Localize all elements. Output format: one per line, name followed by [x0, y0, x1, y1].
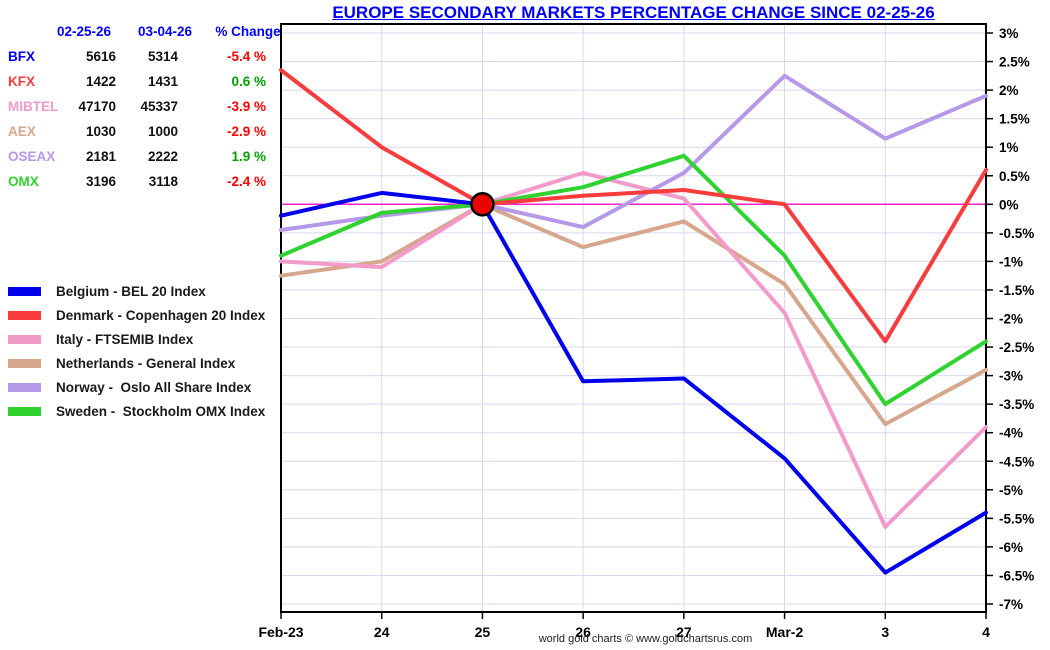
legend-label: Denmark - Copenhagen 20 Index — [56, 307, 266, 323]
quote-table: 02-25-26 03-04-26 % Change BFX 5616 5314… — [8, 24, 281, 199]
value-start: 5616 — [85, 49, 116, 64]
value-start: 1422 — [85, 74, 116, 89]
legend-swatch-sweden — [8, 406, 41, 416]
pct-change-value: 1.9 % — [231, 149, 266, 164]
pct-change-value: -3.9 % — [226, 99, 266, 114]
ticker-label: MIBTEL — [8, 99, 59, 114]
series-line-mibtel — [279, 170, 988, 529]
series-line-aex — [279, 202, 988, 427]
x-tick-label: Mar-2 — [766, 624, 804, 640]
legend-item: Norway - Oslo All Share Index — [8, 375, 265, 399]
y-tick-label: -1% — [999, 254, 1023, 269]
y-tick-label: 0.5% — [999, 169, 1030, 184]
x-tick-label: 3 — [881, 624, 889, 640]
y-tick-label: 2% — [999, 83, 1019, 98]
y-tick-label: -1.5% — [999, 283, 1034, 298]
y-tick-label: -2% — [999, 312, 1023, 327]
ticker-label: OMX — [8, 174, 39, 189]
line-chart: 3% 2.5% 2% 1.5% 1% 0.5% 0% -0.5% -1% -1.5% -2% -2.5… — [258, 23, 1034, 640]
pct-change-value: 0.6 % — [231, 74, 266, 89]
pct-change-value: -2.4 % — [226, 174, 266, 189]
table-row: BFX 5616 5314 -5.4 % — [8, 49, 280, 74]
x-tick-label: Feb-23 — [258, 624, 303, 640]
x-tick-label: 24 — [374, 624, 390, 640]
x-tick-label: 27 — [676, 624, 692, 640]
pct-change-value: -5.4 % — [226, 49, 266, 64]
x-tick-label: 4 — [982, 624, 990, 640]
ticker-label: KFX — [8, 74, 35, 89]
x-tick-label: 26 — [575, 624, 591, 640]
y-tick-label: -6% — [999, 540, 1023, 555]
y-tick-label: 1% — [999, 140, 1019, 155]
legend-swatch-belgium — [8, 286, 41, 296]
y-tick-label: -7% — [999, 597, 1023, 612]
y-tick-label: -3% — [999, 369, 1023, 384]
y-tick-label: -3.5% — [999, 397, 1034, 412]
legend-swatch-norway — [8, 382, 41, 392]
series-line-omx — [279, 153, 988, 407]
y-tick-label: -0.5% — [999, 226, 1034, 241]
y-tick-label: 0% — [999, 197, 1019, 212]
pct-change-value: -2.9 % — [226, 124, 266, 139]
table-row: AEX 1030 1000 -2.9 % — [8, 124, 280, 149]
y-tick-label: -4% — [999, 426, 1023, 441]
axes: 3% 2.5% 2% 1.5% 1% 0.5% 0% -0.5% -1% -1.5% -2% -2.5… — [258, 23, 1034, 640]
series-line-bfx — [279, 190, 988, 575]
chart-legend: Belgium - BEL 20 Index Denmark - Copenha… — [8, 279, 265, 423]
legend-item: Belgium - BEL 20 Index — [8, 279, 265, 303]
legend-swatch-netherlands — [8, 358, 41, 368]
y-tick-label: -2.5% — [999, 340, 1034, 355]
col-header-date-end: 03-04-26 — [137, 24, 193, 39]
ticker-label: OSEAX — [8, 149, 56, 164]
value-end: 1431 — [147, 74, 178, 89]
table-row: MIBTEL 47170 45337 -3.9 % — [8, 99, 280, 124]
col-header-date-start: 02-25-26 — [56, 24, 112, 39]
y-tick-label: 1.5% — [999, 112, 1030, 127]
series-lines — [279, 68, 988, 575]
value-end: 1000 — [147, 124, 178, 139]
page-title: EUROPE SECONDARY MARKETS PERCENTAGE CHAN… — [332, 3, 935, 22]
col-header-pct-change: % Change — [215, 24, 281, 39]
ticker-label: BFX — [8, 49, 35, 64]
series-line-kfx — [279, 68, 988, 344]
y-tick-label: -5% — [999, 483, 1023, 498]
value-end: 2222 — [147, 149, 178, 164]
table-row: OMX 3196 3118 -2.4 % — [8, 174, 280, 199]
plot-border — [280, 23, 987, 613]
legend-item: Italy - FTSEMIB Index — [8, 327, 265, 351]
baseline-marker-dot — [470, 192, 495, 217]
legend-item: Denmark - Copenhagen 20 Index — [8, 303, 265, 327]
y-tick-label: -6.5% — [999, 568, 1034, 583]
legend-swatch-italy — [8, 334, 41, 344]
value-start: 3196 — [85, 174, 116, 189]
series-line-oseax — [279, 73, 988, 232]
y-tick-label: -4.5% — [999, 454, 1034, 469]
table-row: KFX 1422 1431 0.6 % — [8, 74, 280, 99]
x-tick-label: 25 — [475, 624, 491, 640]
ticker-label: AEX — [8, 124, 36, 139]
value-end: 5314 — [147, 49, 178, 64]
value-end: 45337 — [140, 99, 178, 114]
y-tick-label: -5.5% — [999, 511, 1034, 526]
value-start: 1030 — [85, 124, 116, 139]
legend-item: Sweden - Stockholm OMX Index — [8, 399, 265, 423]
legend-label: Netherlands - General Index — [56, 355, 236, 371]
legend-label: Belgium - BEL 20 Index — [56, 283, 206, 299]
value-end: 3118 — [148, 174, 178, 189]
gridlines — [281, 24, 986, 612]
legend-label: Italy - FTSEMIB Index — [56, 331, 194, 347]
copyright-footer: world gold charts © www.goldchartsrus.co… — [538, 633, 753, 645]
quote-table-header: 02-25-26 03-04-26 % Change — [8, 24, 281, 49]
legend-swatch-denmark — [8, 310, 41, 320]
legend-item: Netherlands - General Index — [8, 351, 265, 375]
value-start: 47170 — [78, 99, 116, 114]
y-tick-label: 2.5% — [999, 55, 1030, 70]
value-start: 2181 — [85, 149, 116, 164]
y-tick-label: 3% — [999, 26, 1019, 41]
table-row: OSEAX 2181 2222 1.9 % — [8, 149, 280, 174]
legend-label: Norway - Oslo All Share Index — [56, 379, 252, 395]
legend-label: Sweden - Stockholm OMX Index — [56, 403, 266, 419]
